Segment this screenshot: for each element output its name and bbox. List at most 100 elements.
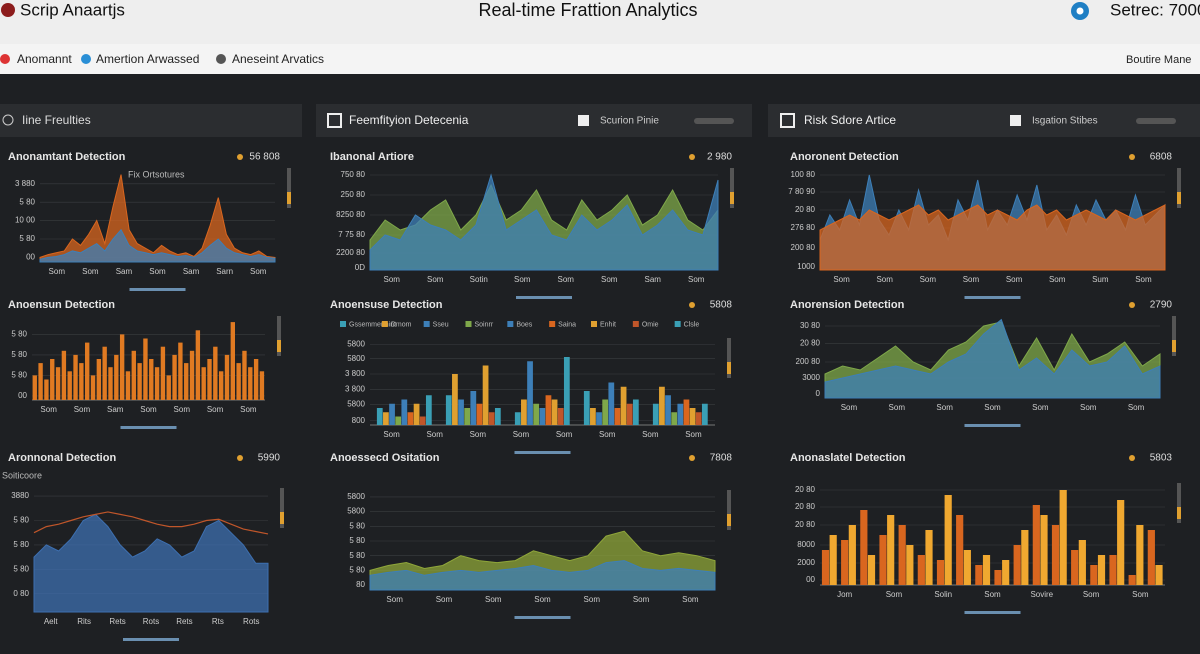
panel-value: 5990 <box>258 453 281 464</box>
bar <box>1032 505 1040 585</box>
bar <box>867 555 876 585</box>
scrollbar <box>1177 168 1181 208</box>
bar <box>230 322 236 400</box>
x-tick-label: Som <box>534 595 551 604</box>
x-tick-label: Sotin <box>470 275 488 284</box>
x-tick-label: Rets <box>176 617 192 626</box>
y-tick-label: 20 80 <box>795 502 816 511</box>
y-tick-label: 5 80 <box>349 536 365 545</box>
x-tick-label: Som <box>485 595 502 604</box>
bar <box>184 363 189 400</box>
y-tick-label: 7 80 90 <box>788 187 815 196</box>
bar <box>1051 525 1060 585</box>
legend-label: Sseu <box>433 321 449 328</box>
column-icon <box>327 113 342 128</box>
y-tick-label: 20 80 <box>795 205 816 214</box>
nav-right[interactable]: Boutire Mane <box>1126 54 1191 66</box>
nav-tab[interactable]: Aneseint Arvatics <box>232 52 324 66</box>
bar <box>79 363 84 400</box>
x-tick-label: Sam <box>116 267 133 276</box>
bar <box>488 412 495 425</box>
bar <box>557 408 564 425</box>
area <box>369 173 719 271</box>
x-tick-label: Som <box>426 430 443 439</box>
x-tick-label: Som <box>642 430 659 439</box>
pager <box>129 288 186 291</box>
column-icon <box>1010 115 1021 126</box>
x-tick-label: Som <box>49 267 66 276</box>
legend-swatch <box>381 321 388 327</box>
panel-value: 7808 <box>710 453 733 464</box>
nav-icon <box>216 54 226 64</box>
legend-swatch <box>423 321 430 327</box>
bar <box>848 525 856 585</box>
bar <box>125 371 131 400</box>
nav-tab[interactable]: Amertion Arwassed <box>96 52 199 66</box>
bar <box>213 346 218 400</box>
column-control[interactable] <box>1136 118 1176 124</box>
bar <box>626 403 633 425</box>
bar <box>114 354 119 400</box>
bar <box>389 403 395 425</box>
y-tick-label: 5 80 <box>349 566 365 575</box>
scrollbar <box>727 490 731 530</box>
y-tick-label: 200 80 <box>796 357 821 366</box>
panel-value: 6808 <box>1150 152 1173 163</box>
y-tick-label: 30 80 <box>800 321 821 330</box>
y-tick-label: 5800 <box>347 507 365 516</box>
scrollbar-thumb <box>1177 507 1181 519</box>
bar <box>67 371 72 400</box>
x-tick-label: Som <box>1080 403 1097 412</box>
bar <box>1109 555 1117 585</box>
x-tick-label: Rets <box>109 617 125 626</box>
bar <box>620 386 627 425</box>
bar <box>590 408 596 425</box>
bar <box>154 367 160 400</box>
x-tick-label: Som <box>1049 275 1066 284</box>
nav-tab[interactable]: Anomannt <box>17 52 72 66</box>
scrollbar-thumb <box>727 514 731 526</box>
panel-title: Anoensuse Detection <box>330 299 443 311</box>
bar <box>545 395 552 425</box>
x-tick-label: Som <box>174 405 191 414</box>
bar <box>383 412 389 425</box>
bar <box>1117 500 1125 585</box>
bar <box>218 371 224 400</box>
value-dot <box>1129 154 1135 160</box>
column-control[interactable] <box>694 118 734 124</box>
y-tick-label: 00 <box>18 391 27 400</box>
scrollbar-thumb <box>277 340 281 352</box>
legend-label: Omie <box>642 321 659 328</box>
bar <box>563 357 570 425</box>
scrollbar <box>277 316 281 356</box>
value-dot <box>689 302 695 308</box>
column-icon <box>2 114 14 126</box>
bar <box>1059 490 1067 585</box>
legend-label: Soinrr <box>475 321 494 328</box>
x-tick-label: Som <box>601 275 618 284</box>
panel-note: Soiticoore <box>2 470 42 480</box>
bar <box>596 412 602 425</box>
x-tick-label: Som <box>876 275 893 284</box>
bar <box>982 555 991 585</box>
scrollbar-thumb <box>1172 340 1176 352</box>
bar <box>917 555 925 585</box>
page-title: Real-time Frattion Analytics <box>478 0 697 20</box>
x-tick-label: Som <box>920 275 937 284</box>
x-tick-label: Som <box>149 267 166 276</box>
x-tick-label: Som <box>1083 590 1100 599</box>
x-tick-label: Som <box>383 430 400 439</box>
bar <box>829 535 837 585</box>
x-tick-label: Som <box>558 275 575 284</box>
y-tick-label: 5 80 <box>13 564 29 573</box>
bar <box>539 408 546 425</box>
bar <box>533 403 540 425</box>
bar <box>925 530 933 585</box>
value-dot <box>237 154 243 160</box>
bar <box>652 403 659 425</box>
panel-title: Ibanonal Artiore <box>330 151 414 163</box>
bar <box>452 374 458 425</box>
y-tick-label: 5 80 <box>19 234 35 243</box>
bar <box>236 363 241 400</box>
nav-icon <box>0 54 10 64</box>
